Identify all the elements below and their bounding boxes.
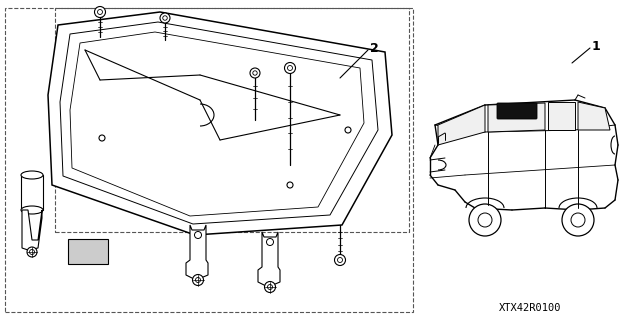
Polygon shape — [548, 102, 575, 130]
Polygon shape — [488, 103, 545, 132]
Circle shape — [193, 275, 204, 286]
Ellipse shape — [21, 206, 43, 214]
Circle shape — [195, 232, 202, 239]
Bar — [55, 8, 409, 232]
Circle shape — [195, 278, 200, 283]
Polygon shape — [578, 102, 610, 130]
Circle shape — [335, 255, 346, 265]
Circle shape — [562, 204, 594, 236]
Bar — [5, 8, 413, 312]
Circle shape — [571, 213, 585, 227]
Text: 1: 1 — [592, 40, 601, 53]
Bar — [68, 239, 108, 264]
Circle shape — [253, 71, 257, 75]
Circle shape — [469, 204, 501, 236]
Circle shape — [250, 68, 260, 78]
Circle shape — [266, 239, 273, 246]
Circle shape — [29, 249, 35, 255]
Circle shape — [268, 285, 273, 290]
Polygon shape — [258, 232, 280, 287]
Circle shape — [264, 281, 275, 293]
Polygon shape — [438, 105, 485, 145]
Circle shape — [345, 127, 351, 133]
Circle shape — [27, 247, 37, 257]
Polygon shape — [22, 210, 42, 250]
Polygon shape — [60, 22, 378, 224]
Text: 2: 2 — [370, 41, 379, 55]
Circle shape — [160, 13, 170, 23]
Polygon shape — [48, 12, 392, 235]
Circle shape — [163, 16, 167, 20]
Polygon shape — [186, 225, 208, 280]
Circle shape — [97, 10, 102, 14]
Ellipse shape — [21, 171, 43, 179]
Polygon shape — [70, 32, 364, 216]
Text: XTX42R0100: XTX42R0100 — [499, 303, 561, 313]
Circle shape — [337, 257, 342, 263]
FancyBboxPatch shape — [497, 103, 537, 119]
Circle shape — [478, 213, 492, 227]
Circle shape — [287, 65, 292, 70]
Circle shape — [285, 63, 296, 73]
Circle shape — [99, 135, 105, 141]
Circle shape — [95, 6, 106, 18]
Circle shape — [287, 182, 293, 188]
